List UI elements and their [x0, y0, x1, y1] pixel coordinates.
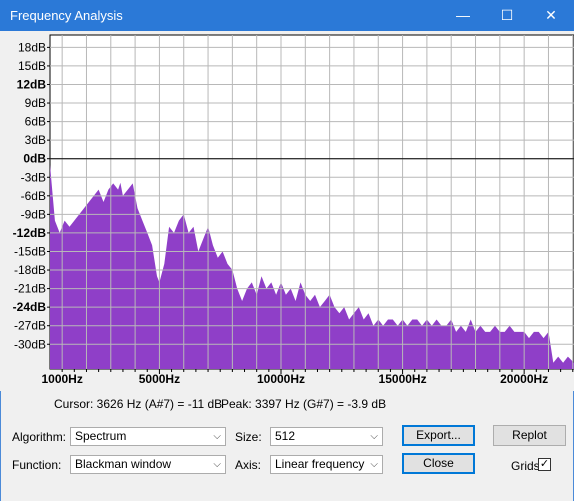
y-tick-label: 0dB — [23, 152, 46, 166]
grids-label: Grids — [511, 459, 540, 473]
cursor-readout: Cursor: 3626 Hz (A#7) = -11 dB — [54, 397, 223, 411]
close-window-button[interactable]: ✕ — [545, 7, 557, 23]
chevron-down-icon: ⌵ — [213, 459, 221, 470]
axis-select[interactable]: Linear frequency ⌵ — [270, 455, 383, 474]
close-button[interactable]: Close — [402, 453, 475, 474]
window-title: Frequency Analysis — [10, 8, 123, 23]
maximize-button[interactable]: ☐ — [500, 7, 514, 23]
y-tick-label: 15dB — [18, 59, 46, 73]
algorithm-select[interactable]: Spectrum ⌵ — [70, 427, 226, 446]
grids-checkbox[interactable]: ✓ — [538, 458, 551, 471]
y-tick-label: 6dB — [25, 115, 46, 129]
y-tick-label: -21dB — [14, 282, 46, 296]
x-tick-label: 5000Hz — [139, 372, 180, 386]
title-bar: Frequency Analysis — ☐ ✕ — [0, 0, 574, 31]
algorithm-value: Spectrum — [75, 429, 127, 443]
function-value: Blackman window — [75, 457, 172, 471]
chevron-down-icon: ⌵ — [370, 431, 378, 442]
x-tick-label: 20000Hz — [500, 372, 548, 386]
y-tick-label: -18dB — [14, 263, 46, 277]
algorithm-label: Algorithm: — [12, 430, 67, 444]
size-value: 512 — [275, 429, 296, 443]
y-tick-label: -27dB — [14, 319, 46, 333]
minimize-button[interactable]: — — [456, 7, 470, 23]
spectrum-area — [50, 164, 574, 369]
spectrum-plot[interactable]: 18dB 15dB 12dB 9dB 6dB 3dB 0dB -3dB -6dB -9dB -12d… — [0, 31, 574, 391]
y-tick-label: -3dB — [21, 170, 46, 184]
x-axis: 1000Hz 5000Hz 10000Hz 15000Hz 20000Hz — [41, 369, 574, 386]
peak-readout: Peak: 3397 Hz (G#7) = -3.9 dB — [221, 397, 387, 411]
size-label: Size: — [235, 430, 262, 444]
y-axis: 18dB 15dB 12dB 9dB 6dB 3dB 0dB -3dB -6dB -9dB -12d… — [13, 40, 50, 351]
y-tick-label: -9dB — [21, 207, 46, 221]
replot-button[interactable]: Replot — [493, 425, 566, 446]
function-label: Function: — [12, 458, 62, 472]
export-button[interactable]: Export... — [402, 425, 475, 446]
y-tick-label: -24dB — [13, 300, 47, 314]
chevron-down-icon: ⌵ — [370, 459, 378, 470]
x-tick-label: 15000Hz — [379, 372, 427, 386]
function-select[interactable]: Blackman window ⌵ — [70, 455, 226, 474]
y-tick-label: 9dB — [25, 96, 46, 110]
axis-value: Linear frequency — [275, 457, 365, 471]
y-tick-label: 18dB — [18, 40, 46, 54]
size-select[interactable]: 512 ⌵ — [270, 427, 383, 446]
x-tick-label: 10000Hz — [257, 372, 305, 386]
chevron-down-icon: ⌵ — [213, 431, 221, 442]
y-tick-label: -30dB — [14, 337, 46, 351]
y-tick-label: -12dB — [13, 226, 47, 240]
axis-label: Axis: — [235, 458, 262, 472]
x-tick-label: 1000Hz — [41, 372, 82, 386]
y-tick-label: 12dB — [17, 77, 47, 91]
y-tick-label: -6dB — [21, 189, 46, 203]
y-tick-label: 3dB — [25, 133, 46, 147]
y-tick-label: -15dB — [14, 244, 46, 258]
